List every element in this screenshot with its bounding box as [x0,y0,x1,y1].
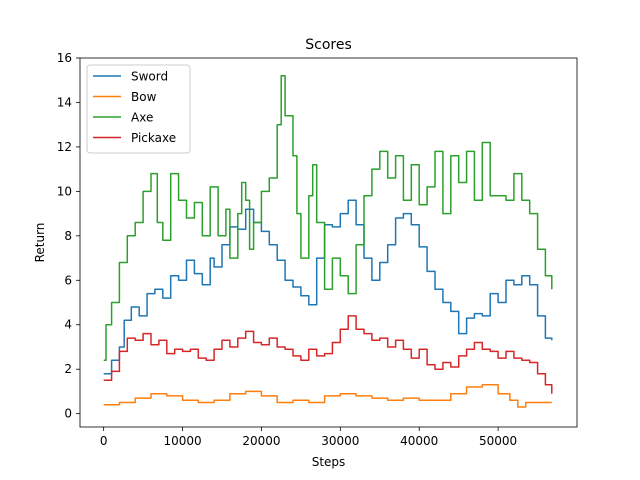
y-tick-label: 6 [64,273,72,287]
x-tick-label: 20000 [242,434,280,448]
series-line-bow [103,384,552,408]
y-tick-label: 10 [57,184,72,198]
x-tick-label: 10000 [163,434,201,448]
y-axis: 0 2 4 6 8 10 12 14 16 [57,51,80,421]
legend-label-axe: Axe [131,111,153,125]
chart-title: Scores [305,37,352,53]
series-line-axe [103,75,553,362]
legend: Sword Bow Axe Pickaxe [86,64,191,154]
y-tick-label: 0 [64,407,72,421]
legend-label-sword: Sword [131,70,168,84]
x-axis: 0 10000 20000 30000 40000 50000 [100,427,517,448]
y-tick-label: 2 [64,362,72,376]
y-tick-label: 12 [57,140,72,154]
series-line-pickaxe [103,315,553,394]
y-tick-label: 14 [57,95,72,109]
y-tick-label: 8 [64,229,72,243]
x-tick-label: 30000 [321,434,359,448]
y-tick-label: 16 [57,51,72,65]
legend-frame [86,64,191,154]
x-tick-label: 50000 [479,434,517,448]
series-layer [103,75,553,408]
x-axis-label: Steps [312,455,346,469]
legend-label-bow: Bow [131,90,157,104]
plot-frame [79,57,578,428]
y-axis-label: Return [33,223,47,263]
x-tick-label: 0 [100,434,108,448]
legend-label-pickaxe: Pickaxe [131,131,176,145]
y-tick-label: 4 [64,318,72,332]
x-tick-label: 40000 [400,434,438,448]
